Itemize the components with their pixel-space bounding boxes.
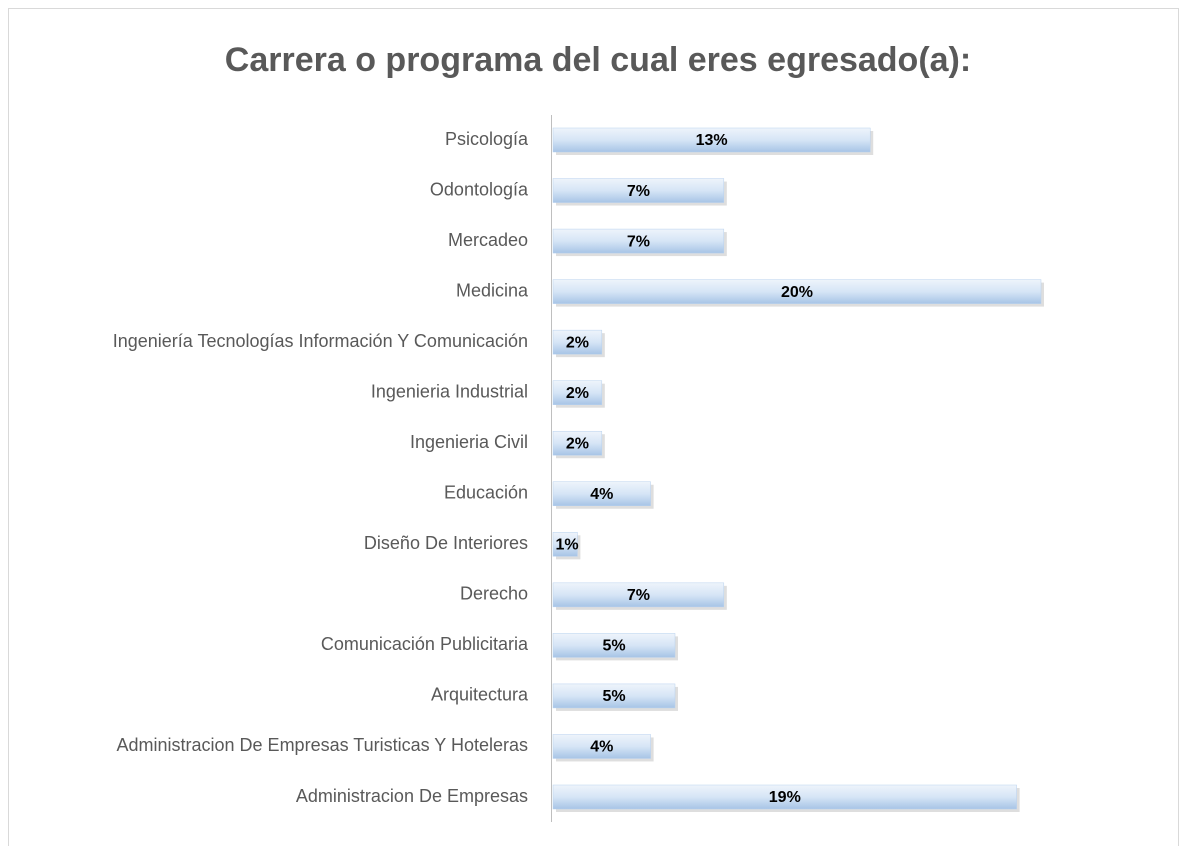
category-label: Ingeniería Tecnologías Información Y Com… <box>113 331 528 351</box>
category-label: Educación <box>444 483 528 503</box>
bar <box>552 178 725 203</box>
data-label: 7% <box>627 587 650 604</box>
data-label: 5% <box>602 688 625 705</box>
category-label: Mercadeo <box>448 230 528 250</box>
category-label: Ingenieria Industrial <box>371 381 528 401</box>
data-label: 5% <box>602 638 625 655</box>
chart-title: Carrera o programa del cual eres egresad… <box>225 41 971 79</box>
bar <box>552 734 651 759</box>
bar <box>552 430 603 456</box>
data-label: 7% <box>627 233 650 250</box>
category-label: Psicología <box>445 129 529 149</box>
category-label: Derecho <box>460 584 528 604</box>
bar <box>552 329 603 355</box>
bar <box>552 683 676 709</box>
data-label: 19% <box>769 789 801 806</box>
category-label: Ingenieria Civil <box>410 432 528 452</box>
category-label: Arquitectura <box>431 685 529 705</box>
bar <box>552 228 725 254</box>
bar <box>552 784 1017 810</box>
category-label: Diseño De Interiores <box>364 533 528 553</box>
data-label: 7% <box>627 183 650 200</box>
data-label: 20% <box>781 284 813 301</box>
data-label: 13% <box>696 132 728 149</box>
bar <box>552 481 651 507</box>
category-label: Administracion De Empresas <box>296 786 528 806</box>
bar <box>552 582 725 608</box>
data-label: 2% <box>566 385 589 402</box>
data-label: 2% <box>566 435 589 452</box>
category-label: Comunicación Publicitaria <box>321 634 529 654</box>
bar <box>552 633 676 658</box>
category-label: Odontología <box>430 179 529 199</box>
bar <box>552 127 871 153</box>
category-label: Medicina <box>456 280 529 300</box>
bar <box>552 380 603 405</box>
data-label: 2% <box>566 334 589 351</box>
data-label: 4% <box>590 739 613 756</box>
bar <box>552 532 578 557</box>
data-label: 4% <box>590 486 613 503</box>
data-label: 1% <box>555 537 578 554</box>
bar <box>552 279 1042 304</box>
category-label: Administracion De Empresas Turisticas Y … <box>117 735 529 755</box>
